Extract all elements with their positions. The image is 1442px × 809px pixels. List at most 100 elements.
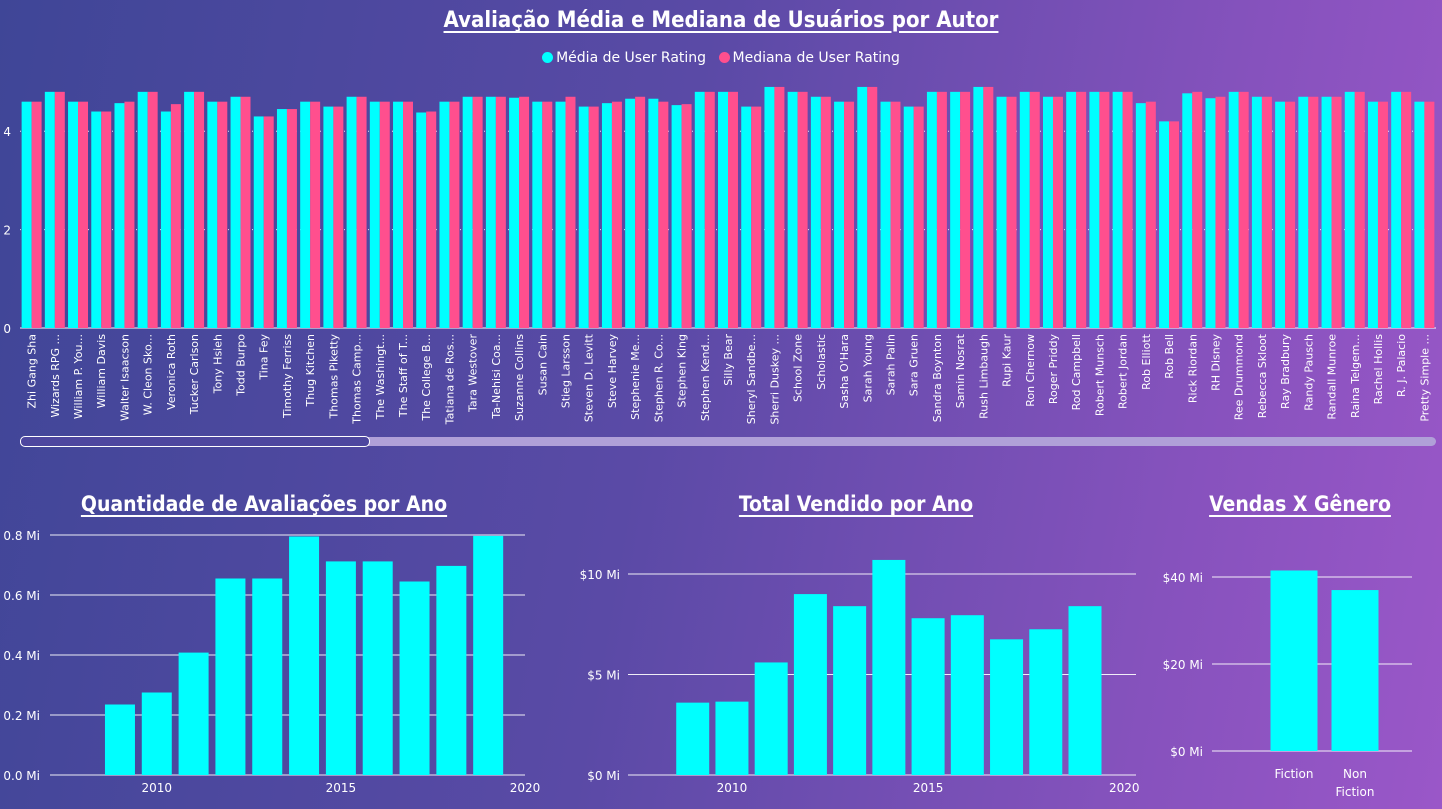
author-label: Tucker Carlson: [188, 334, 201, 415]
mean-rating-bar: [369, 101, 380, 329]
mean-rating-bar: [1043, 96, 1053, 328]
mean-rating-bar: [160, 111, 171, 329]
scrollbar-thumb[interactable]: [20, 436, 370, 447]
sales-by-genre-title: Vendas X Gênero: [1209, 492, 1391, 516]
author-label: Susan Cain: [536, 334, 549, 395]
median-rating-bar: [1354, 91, 1365, 328]
median-rating-bar: [101, 111, 112, 329]
reviews-y-tick-label: 0.2 Mi: [3, 709, 40, 723]
mean-rating-bar: [300, 101, 311, 329]
mean-rating-bar: [926, 91, 937, 328]
median-rating-bar: [426, 111, 437, 329]
median-rating-bar: [913, 106, 924, 328]
genre-x-label: Fiction: [1275, 767, 1314, 781]
reviews-bar: [289, 536, 320, 775]
mean-rating-bar: [230, 96, 241, 328]
mean-rating-bar: [346, 96, 357, 328]
author-label: Thomas Camp...: [351, 334, 364, 425]
mean-rating-bar: [1228, 91, 1239, 328]
author-label: Stephen King: [676, 334, 689, 407]
mean-rating-bar: [601, 103, 612, 328]
mean-rating-bar: [880, 101, 891, 329]
mean-rating-bar: [439, 101, 450, 329]
author-label: W. Cleon Sko...: [142, 334, 155, 415]
median-rating-bar: [844, 101, 855, 329]
median-rating-bar: [1215, 96, 1226, 328]
author-label: Rachel Hollis: [1372, 334, 1385, 405]
median-rating-bar: [263, 116, 274, 328]
sales-bar: [950, 615, 984, 775]
author-label: Timothy Ferriss: [281, 334, 294, 419]
reviews-bar: [178, 652, 209, 775]
author-label: Rick Riordan: [1186, 334, 1199, 403]
author-label: Rob Bell: [1163, 334, 1176, 379]
author-label: Rob Elliott: [1140, 333, 1153, 390]
sales-x-tick-label: 2020: [1109, 781, 1140, 795]
reviews-y-tick-label: 0.6 Mi: [3, 589, 40, 603]
author-label: Suzanne Collins: [513, 334, 526, 421]
mean-rating-bar: [1205, 98, 1216, 329]
median-rating-bar: [1285, 101, 1296, 329]
mean-rating-bar: [950, 91, 961, 328]
reviews-bar: [436, 565, 467, 775]
mean-rating-bar: [1367, 101, 1378, 329]
genre-y-tick-label: $0 Mi: [1170, 745, 1203, 759]
mean-rating-bar: [764, 86, 775, 328]
y-tick-label: 0: [3, 322, 11, 336]
author-label: Stieg Larsson: [560, 334, 573, 408]
author-label: Ron Chernow: [1024, 334, 1037, 407]
author-label: The College B...: [420, 334, 433, 422]
mean-rating-bar: [741, 106, 752, 328]
author-label: Pretty Simple ...: [1418, 334, 1431, 422]
median-rating-bar: [356, 96, 367, 328]
author-label: Rupi Kaur: [1001, 334, 1014, 387]
legend-item-median[interactable]: Mediana de User Rating: [718, 50, 900, 66]
mean-rating-bar: [1251, 96, 1262, 328]
mean-rating-bar: [834, 101, 845, 329]
author-ratings-chart: 0 2 4 Zhi Gang Sha Wizards RPG ... William P.…: [3, 86, 1435, 425]
median-rating-bar: [1169, 121, 1180, 328]
median-rating-bar: [658, 101, 669, 329]
median-rating-bar: [449, 101, 460, 329]
median-rating-bar: [286, 109, 297, 328]
author-label: Sarah Young: [861, 334, 874, 402]
mean-rating-bar: [1019, 91, 1030, 328]
mean-rating-bar: [787, 91, 798, 328]
sales-bar: [754, 662, 788, 775]
sales-bar: [911, 618, 945, 775]
author-label: Randy Pausch: [1302, 334, 1315, 411]
mean-rating-bar: [578, 106, 589, 328]
author-label: Stephen Kend...: [699, 334, 712, 421]
author-ratings-legend: Média de User Rating Mediana de User Rat…: [0, 50, 1442, 66]
median-rating-bar: [1099, 91, 1110, 328]
median-rating-bar: [797, 91, 808, 328]
author-label: Sasha O'Hara: [838, 334, 851, 409]
legend-item-mean[interactable]: Média de User Rating: [542, 50, 706, 66]
author-label: Thug Kitchen: [304, 334, 317, 408]
genre-x-label: Non: [1343, 767, 1367, 781]
median-rating-bar: [774, 86, 785, 328]
median-rating-bar: [194, 91, 205, 328]
author-label: The Staff of T...: [397, 334, 410, 418]
author-label: Tony Hsieh: [211, 334, 224, 394]
author-label: Steve Harvey: [606, 334, 619, 409]
reviews-bar: [252, 578, 283, 775]
mean-rating-bar: [68, 101, 79, 329]
reviews-x-tick-label: 2010: [142, 781, 173, 795]
author-label: Thomas Piketty: [327, 334, 340, 420]
reviews-y-tick-label: 0.8 Mi: [3, 529, 40, 543]
reviews-per-year-title: Quantidade de Avaliações por Ano: [80, 492, 448, 516]
y-tick-label: 2: [3, 224, 11, 238]
author-label: Silly Bear: [722, 334, 735, 386]
median-rating-bar: [983, 86, 994, 328]
author-label: Sheryl Sandbe...: [745, 334, 758, 424]
author-label: Ta-Nehisi Coa...: [490, 334, 503, 420]
author-chart-scrollbar[interactable]: [20, 436, 1436, 447]
sales-y-tick-label: $5 Mi: [587, 669, 620, 683]
mean-rating-bar: [1159, 121, 1170, 328]
legend-mean-dot: [542, 52, 554, 63]
median-rating-bar: [565, 96, 576, 328]
mean-rating-bar: [1182, 93, 1193, 328]
author-label: RH Disney: [1209, 334, 1222, 391]
